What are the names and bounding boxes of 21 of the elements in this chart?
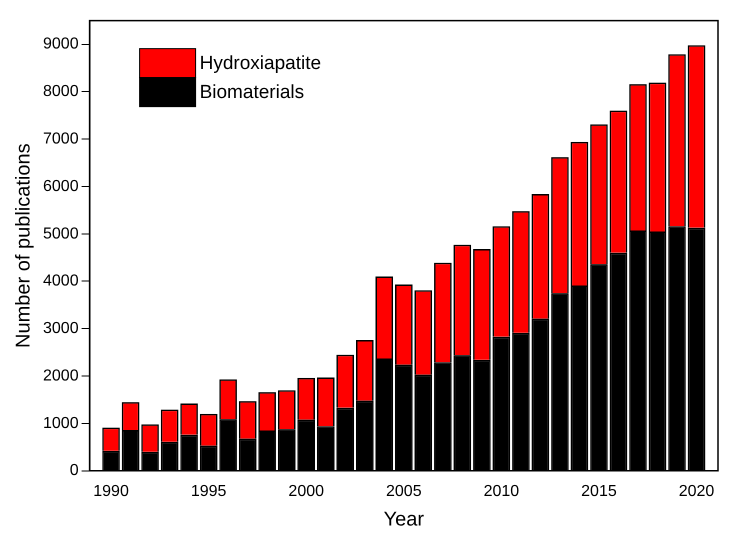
- y-tick-label: 1000: [43, 414, 79, 432]
- y-tick-label: 0: [70, 462, 79, 480]
- x-tick-label: 2015: [581, 482, 617, 500]
- y-tick-label: 8000: [43, 83, 79, 100]
- y-tick-label: 5000: [43, 225, 79, 242]
- y-tick-label: 6000: [43, 178, 79, 195]
- y-tick-label: 3000: [43, 320, 79, 338]
- x-tick-label: 2000: [288, 482, 324, 500]
- legend-label: Biomaterials: [200, 82, 304, 103]
- y-tick-label: 9000: [43, 36, 79, 53]
- y-tick-label: 7000: [43, 130, 79, 148]
- x-tick-label: 2005: [386, 482, 422, 500]
- x-tick-label: 2010: [484, 482, 520, 500]
- legend-label: Hydroxiapatite: [200, 52, 322, 74]
- x-tick-label: 1990: [93, 482, 129, 500]
- y-axis-title: Number of publications: [12, 143, 35, 348]
- x-tick-label: 1995: [190, 482, 227, 500]
- y-tick-label: 4000: [43, 272, 79, 290]
- x-tick-label: 2020: [678, 482, 714, 500]
- x-axis-title: Year: [384, 508, 424, 531]
- y-tick-label: 2000: [43, 367, 79, 384]
